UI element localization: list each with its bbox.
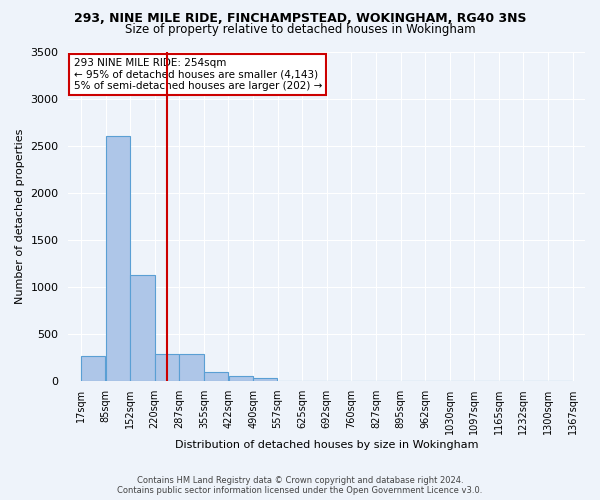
Bar: [81, 356, 106, 382]
Text: 293 NINE MILE RIDE: 254sqm
← 95% of detached houses are smaller (4,143)
5% of se: 293 NINE MILE RIDE: 254sqm ← 95% of deta…: [74, 58, 322, 92]
Text: Contains HM Land Registry data © Crown copyright and database right 2024.
Contai: Contains HM Land Registry data © Crown c…: [118, 476, 482, 495]
Bar: [179, 354, 204, 382]
Bar: [106, 136, 130, 382]
Bar: [229, 376, 253, 382]
Bar: [130, 275, 155, 382]
Bar: [204, 372, 228, 382]
Text: 293, NINE MILE RIDE, FINCHAMPSTEAD, WOKINGHAM, RG40 3NS: 293, NINE MILE RIDE, FINCHAMPSTEAD, WOKI…: [74, 12, 526, 26]
Bar: [155, 354, 179, 382]
Y-axis label: Number of detached properties: Number of detached properties: [15, 128, 25, 304]
X-axis label: Distribution of detached houses by size in Wokingham: Distribution of detached houses by size …: [175, 440, 478, 450]
Text: Size of property relative to detached houses in Wokingham: Size of property relative to detached ho…: [125, 22, 475, 36]
Bar: [253, 378, 277, 382]
